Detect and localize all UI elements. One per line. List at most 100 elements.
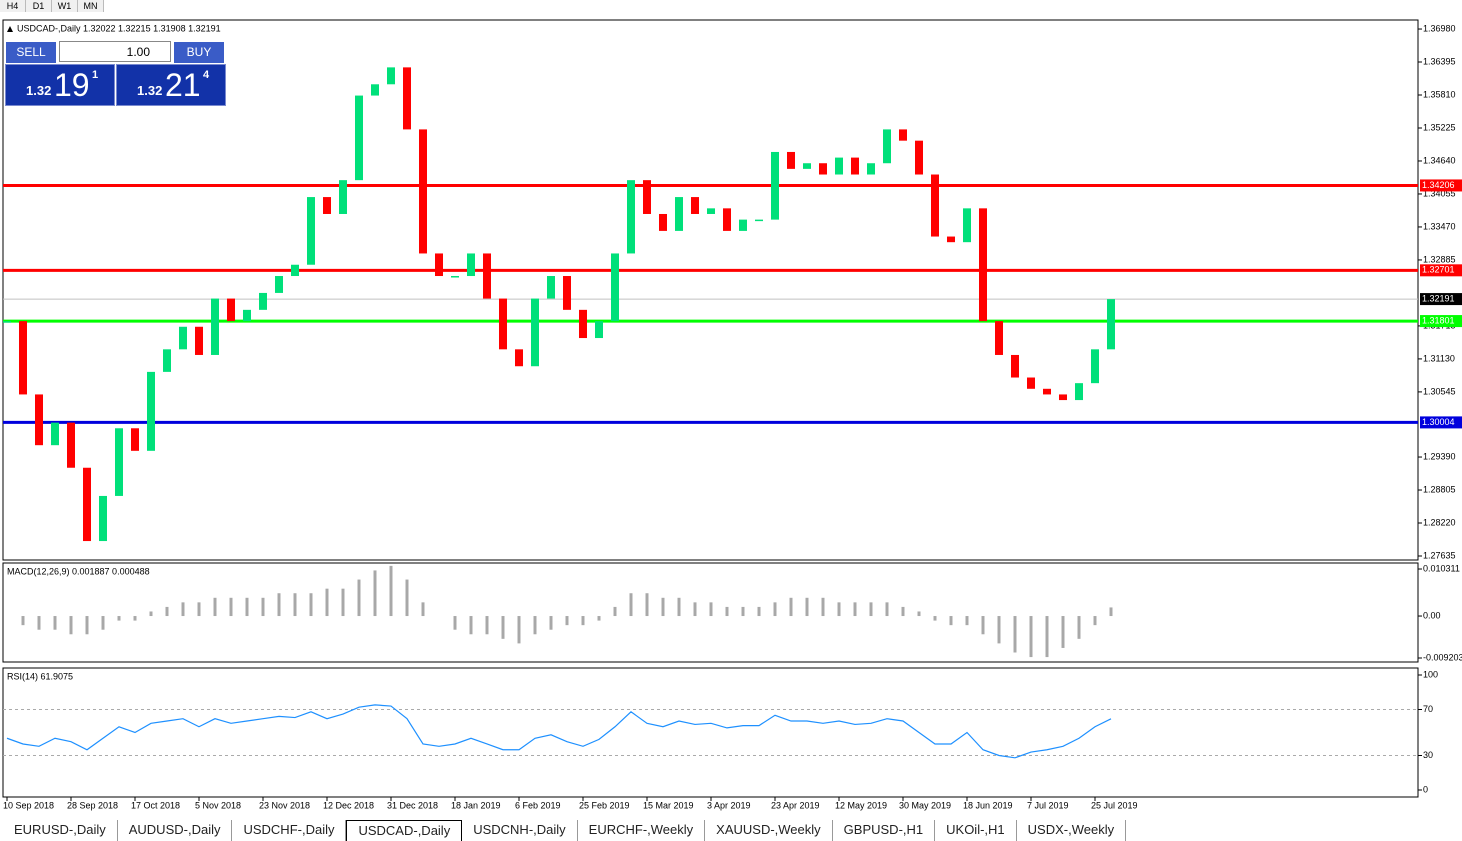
candle-body	[787, 151, 795, 169]
sell-price[interactable]: 1.32 19 1	[5, 64, 115, 106]
candle-body	[531, 298, 539, 367]
y-tick-label: 1.29390	[1423, 451, 1456, 461]
candle-body	[483, 253, 491, 299]
x-tick-label: 25 Jul 2019	[1091, 800, 1138, 810]
y-tick-label: 1.28220	[1423, 517, 1456, 527]
y-tick-label: 0.00	[1423, 610, 1441, 620]
x-tick-label: 10 Sep 2018	[3, 800, 54, 810]
x-tick-label: 7 Jul 2019	[1027, 800, 1069, 810]
timeframe-button[interactable]: D1	[26, 0, 52, 12]
y-tick-label: 1.28805	[1423, 484, 1456, 494]
buy-button[interactable]: BUY	[173, 41, 225, 64]
candle-body	[323, 197, 331, 214]
level-label-box	[1420, 264, 1462, 277]
candle-body	[131, 428, 139, 451]
rsi-line	[6, 704, 1112, 759]
candle-body	[355, 95, 363, 181]
level-label: 1.31801	[1422, 315, 1455, 325]
y-tick-label: 1.27635	[1423, 550, 1456, 560]
chart-tab[interactable]: GBPUSD-,H1	[833, 820, 936, 841]
level-label: 1.32191	[1422, 293, 1455, 303]
candle-body	[739, 219, 747, 231]
candle-body	[387, 67, 395, 85]
candle-body	[419, 129, 427, 254]
candle-body	[403, 67, 411, 130]
candle-body	[1107, 299, 1115, 350]
buy-price[interactable]: 1.32 21 4	[116, 64, 226, 106]
candle-body	[867, 163, 875, 175]
chart-tab[interactable]: USDX-,Weekly	[1017, 820, 1127, 841]
candle-body	[339, 180, 347, 214]
tab-bar: EURUSD-,Daily AUDUSD-,Daily USDCHF-,Daily U…	[3, 820, 1127, 841]
candle-body	[755, 219, 763, 222]
candle-body	[803, 163, 811, 169]
chart-tab[interactable]: UKOil-,H1	[935, 820, 1017, 841]
level-label: 1.32701	[1422, 265, 1455, 275]
timeframe-button[interactable]: W1	[52, 0, 78, 12]
timeframe-bar: H4 D1 W1 MN	[0, 0, 104, 12]
x-tick-label: 12 Dec 2018	[323, 800, 374, 810]
candle-body	[211, 298, 219, 355]
candle-body	[611, 253, 619, 322]
timeframe-button[interactable]: H4	[0, 0, 26, 12]
chart-tab[interactable]: USDCAD-,Daily	[346, 820, 463, 841]
x-tick-label: 31 Dec 2018	[387, 800, 438, 810]
chart-tab[interactable]: EURUSD-,Daily	[3, 820, 118, 841]
x-tick-label: 5 Nov 2018	[195, 800, 241, 810]
candle-body	[771, 151, 779, 220]
candle-body	[163, 349, 171, 372]
y-tick-label: 1.35225	[1423, 122, 1456, 132]
candle-body	[243, 309, 251, 322]
price-pips: 21	[165, 67, 201, 103]
candle-body	[835, 157, 843, 175]
level-label: 1.30004	[1422, 417, 1455, 427]
candle-body	[451, 276, 459, 278]
y-tick-label: 30	[1423, 750, 1433, 760]
candle-body	[627, 180, 635, 254]
candle-body	[307, 197, 315, 265]
lot-input[interactable]: 1.00	[59, 41, 171, 62]
chart-tab[interactable]: USDCHF-,Daily	[232, 820, 347, 841]
chart-tab[interactable]: XAUUSD-,Weekly	[705, 820, 833, 841]
chart-tab[interactable]: AUDUSD-,Daily	[118, 820, 233, 841]
timeframe-button[interactable]: MN	[78, 0, 104, 12]
price-fraction: 1	[92, 69, 99, 81]
x-tick-label: 15 Mar 2019	[643, 800, 694, 810]
sell-button[interactable]: SELL	[5, 41, 57, 64]
y-tick-label: 0	[1423, 784, 1428, 794]
candle-body	[723, 208, 731, 231]
x-tick-label: 6 Feb 2019	[515, 800, 561, 810]
candle-body	[515, 349, 523, 367]
candle-body	[115, 428, 123, 496]
chart-tab[interactable]: EURCHF-,Weekly	[578, 820, 706, 841]
x-tick-label: 28 Sep 2018	[67, 800, 118, 810]
level-label-box	[1420, 315, 1462, 328]
y-tick-label: 100	[1423, 669, 1438, 679]
x-tick-label: 17 Oct 2018	[131, 800, 180, 810]
candle-body	[147, 371, 155, 451]
candle-body	[915, 140, 923, 175]
price-big: 1.32	[137, 83, 163, 98]
candle-body	[963, 208, 971, 243]
candle-body	[35, 394, 43, 446]
candle-body	[675, 197, 683, 231]
candle-body	[275, 276, 283, 293]
y-tick-label: 1.32885	[1423, 254, 1456, 264]
candle-body	[563, 276, 571, 310]
x-tick-label: 3 Apr 2019	[707, 800, 751, 810]
panel-frame	[2, 562, 1419, 663]
title-marker	[7, 26, 13, 32]
x-tick-label: 30 May 2019	[899, 800, 951, 810]
y-tick-label: 1.30545	[1423, 386, 1456, 396]
x-tick-label: 23 Nov 2018	[259, 800, 310, 810]
x-tick-label: 23 Apr 2019	[771, 800, 820, 810]
panel-frame	[2, 19, 1419, 561]
x-tick-label: 18 Jun 2019	[963, 800, 1013, 810]
candle-body	[1075, 383, 1083, 401]
candle-body	[67, 422, 75, 468]
candle-body	[179, 326, 187, 350]
candle-body	[707, 208, 715, 214]
candle-body	[1059, 394, 1067, 401]
chart-tab[interactable]: USDCNH-,Daily	[462, 820, 578, 841]
